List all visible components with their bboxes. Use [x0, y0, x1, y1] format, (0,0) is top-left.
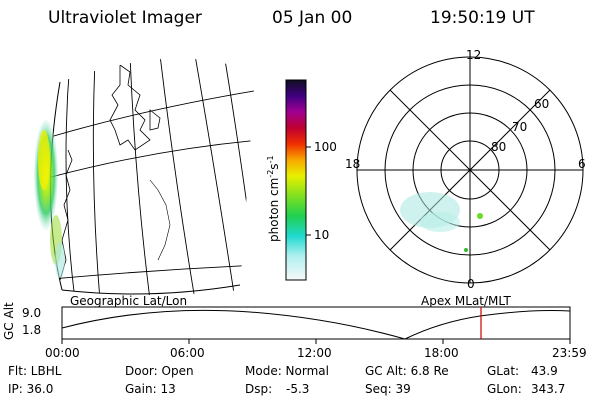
info-ip: IP: 36.0	[8, 382, 54, 396]
mlt-label-0: 0	[467, 277, 475, 291]
colorbar-tick-10: 10	[314, 228, 330, 242]
info-glon-value: 343.7	[531, 382, 566, 396]
time-tick-0000: 00:00	[45, 346, 80, 360]
instrument-title: Ultraviolet Imager	[48, 8, 202, 28]
mlat-label-80: 80	[491, 140, 507, 154]
mlt-label-12: 12	[466, 48, 482, 62]
time-tick-1200: 12:00	[297, 346, 332, 360]
mlat-label-60: 60	[534, 97, 550, 111]
info-glat-label: GLat:	[487, 364, 520, 378]
mlt-label-18: 18	[345, 157, 361, 171]
time-tick-0600: 06:00	[170, 346, 205, 360]
time-label: 19:50:19 UT	[430, 8, 535, 28]
time-tick-1800: 18:00	[424, 346, 459, 360]
info-glat-value: 43.9	[531, 364, 558, 378]
info-gc-alt: GC Alt: 6.8 Re	[365, 364, 449, 378]
date-label: 05 Jan 00	[272, 8, 353, 28]
info-glon-label: GLon:	[487, 382, 522, 396]
panel-label-geographic: Geographic Lat/Lon	[70, 294, 188, 308]
info-seq: Seq: 39	[365, 382, 411, 396]
info-filter: Flt: LBHL	[8, 364, 62, 378]
info-gain: Gain: 13	[125, 382, 176, 396]
panel-label-apex: Apex MLat/MLT	[421, 294, 511, 308]
info-dsp-value: -5.3	[286, 382, 310, 396]
mlt-label-6: 6	[578, 157, 586, 171]
alt-tick-9: 9.0	[22, 306, 42, 320]
colorbar-tick-100: 100	[314, 140, 337, 154]
alt-tick-1-8: 1.8	[22, 323, 42, 337]
info-door: Door: Open	[125, 364, 194, 378]
altitude-axis-label: GC Alt	[2, 302, 16, 340]
mlat-label-70: 70	[512, 120, 528, 134]
time-tick-2359: 23:59	[552, 346, 587, 360]
info-mode: Mode: Normal	[245, 364, 329, 378]
info-dsp-label: Dsp:	[245, 382, 273, 396]
